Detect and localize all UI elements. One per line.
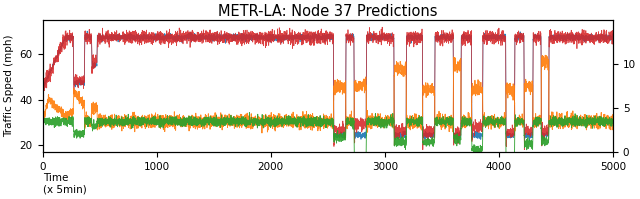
Title: METR-LA: Node 37 Predictions: METR-LA: Node 37 Predictions	[218, 4, 438, 19]
X-axis label: Time
(x 5min): Time (x 5min)	[43, 173, 86, 195]
Y-axis label: Traffic Spped (mph): Traffic Spped (mph)	[4, 35, 14, 138]
